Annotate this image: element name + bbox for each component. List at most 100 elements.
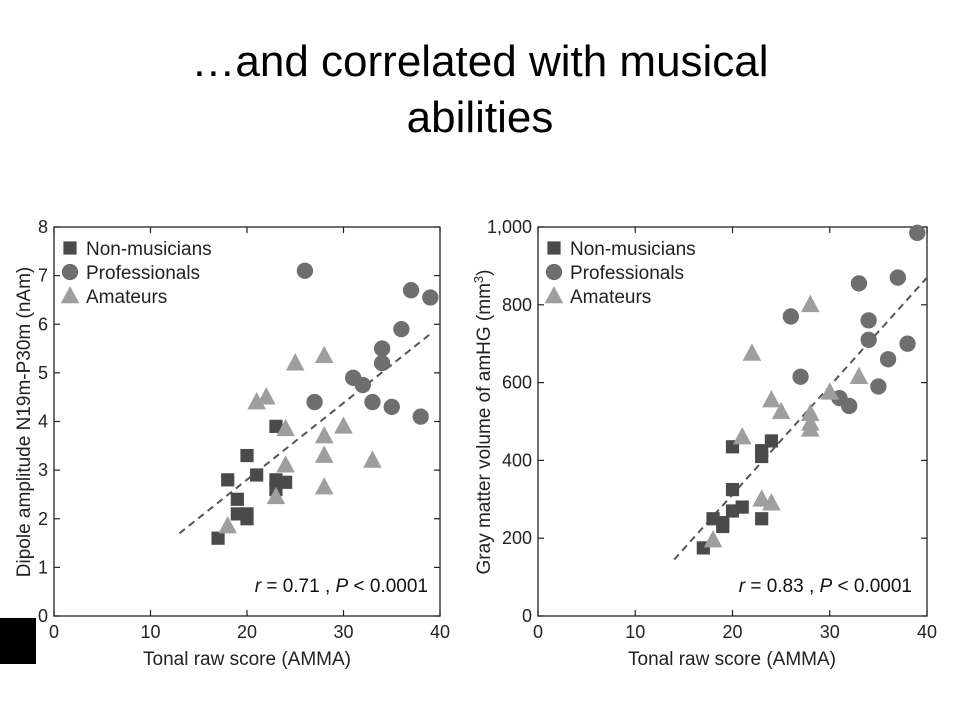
legend-marker-professionals bbox=[545, 263, 563, 281]
data-point-amateurs bbox=[334, 416, 353, 434]
data-point-amateurs bbox=[363, 450, 382, 468]
data-point-professionals bbox=[792, 368, 809, 385]
x-tick-label: 10 bbox=[625, 622, 645, 642]
data-point-non-musicians bbox=[230, 492, 244, 506]
data-point-amateurs bbox=[820, 382, 840, 400]
data-point-non-musicians bbox=[764, 434, 778, 448]
data-point-professionals bbox=[841, 397, 858, 415]
y-axis-label-sup: 3 bbox=[471, 276, 486, 283]
data-point-professionals bbox=[879, 351, 897, 368]
data-point-amateurs bbox=[314, 477, 334, 495]
data-points bbox=[673, 224, 928, 561]
legend-label-professionals: Professionals bbox=[86, 263, 200, 284]
legend-marker-non-musicians bbox=[63, 241, 77, 255]
slide-title: …and correlated with musical abilities bbox=[0, 34, 960, 146]
data-point-amateurs bbox=[285, 353, 305, 371]
data-point-professionals bbox=[909, 224, 926, 241]
data-point-non-musicians bbox=[725, 482, 740, 497]
legend: Non-musicians Professionals Amateurs bbox=[544, 239, 696, 308]
data-point-amateurs bbox=[276, 455, 295, 473]
data-points bbox=[178, 262, 439, 545]
y-tick-label: 4 bbox=[38, 412, 48, 432]
legend-marker-amateurs bbox=[544, 285, 564, 304]
legend-label-non-musicians: Non-musicians bbox=[570, 239, 696, 260]
data-point-amateurs bbox=[801, 294, 820, 313]
y-tick-label: 2 bbox=[38, 509, 48, 529]
data-point-professionals bbox=[860, 312, 877, 329]
y-axis-label: Dipole amplitude N19m-P30m (nAm) bbox=[14, 267, 35, 577]
plot-frame bbox=[53, 226, 441, 617]
legend-label-professionals: Professionals bbox=[570, 263, 684, 284]
y-tick-label: 5 bbox=[38, 363, 48, 383]
data-point-professionals bbox=[412, 408, 429, 425]
data-point-amateurs bbox=[703, 530, 723, 548]
data-point-professionals bbox=[889, 269, 906, 286]
tick-marks bbox=[537, 226, 928, 617]
x-tick-label: 30 bbox=[333, 622, 353, 642]
dipole-amplitude-chart: 0 10 20 30 40 0 1 2 3 4 5 6 7 8 Non-musicians Professi… bbox=[14, 217, 450, 670]
x-axis-label: Tonal raw score (AMMA) bbox=[628, 649, 836, 670]
data-point-professionals bbox=[306, 393, 323, 411]
y-tick-label: 7 bbox=[38, 266, 48, 286]
data-point-non-musicians bbox=[716, 519, 730, 534]
y-tick-label: 0 bbox=[38, 606, 48, 626]
y-tick-label: 0 bbox=[522, 606, 532, 626]
y-tick-label: 800 bbox=[502, 295, 532, 315]
stat-p-value: 0.0001 bbox=[854, 576, 912, 597]
y-tick-label: 1 bbox=[38, 557, 48, 577]
y-tick-label: 400 bbox=[502, 450, 532, 470]
data-point-amateurs bbox=[247, 392, 266, 410]
data-point-professionals bbox=[870, 378, 887, 395]
data-point-amateurs bbox=[801, 403, 820, 422]
data-point-non-musicians bbox=[269, 419, 283, 433]
data-point-professionals bbox=[373, 340, 391, 357]
data-point-professionals bbox=[393, 320, 410, 338]
data-point-professionals bbox=[850, 275, 868, 292]
data-point-amateurs bbox=[849, 366, 869, 385]
data-point-amateurs bbox=[762, 493, 781, 511]
data-point-amateurs bbox=[314, 445, 334, 463]
data-point-non-musicians bbox=[250, 468, 264, 482]
data-point-amateurs bbox=[314, 345, 334, 364]
x-tick-label: 40 bbox=[430, 622, 450, 642]
y-tick-label: 200 bbox=[502, 528, 532, 548]
data-point-amateurs bbox=[257, 387, 276, 405]
x-tick-label: 20 bbox=[237, 622, 257, 642]
data-point-non-musicians bbox=[240, 507, 254, 521]
data-point-professionals bbox=[383, 398, 400, 416]
data-point-professionals bbox=[860, 331, 877, 348]
data-point-non-musicians bbox=[755, 512, 769, 526]
x-tick-label: 20 bbox=[722, 622, 742, 642]
data-point-amateurs bbox=[742, 343, 762, 361]
data-point-amateurs bbox=[801, 413, 820, 431]
data-point-non-musicians bbox=[279, 475, 293, 489]
tick-labels: 0 10 20 30 40 0 1 2 3 4 5 6 7 8 bbox=[38, 217, 450, 642]
y-tick-label: 600 bbox=[502, 373, 532, 393]
corner-block bbox=[0, 618, 36, 664]
legend-label-non-musicians: Non-musicians bbox=[86, 239, 212, 260]
x-tick-label: 0 bbox=[533, 622, 543, 642]
legend-marker-non-musicians bbox=[547, 241, 561, 255]
data-point-non-musicians bbox=[240, 448, 254, 463]
legend-label-amateurs: Amateurs bbox=[86, 287, 167, 308]
x-tick-label: 0 bbox=[49, 622, 59, 642]
data-point-amateurs bbox=[752, 489, 771, 507]
x-axis-label: Tonal raw score (AMMA) bbox=[143, 649, 351, 670]
y-tick-label: 1,000 bbox=[487, 217, 532, 237]
data-point-professionals bbox=[296, 262, 314, 279]
data-point-amateurs bbox=[771, 401, 791, 420]
data-point-non-musicians bbox=[211, 531, 225, 545]
x-tick-label: 40 bbox=[917, 622, 937, 642]
data-point-professionals bbox=[782, 308, 800, 325]
legend-marker-amateurs bbox=[60, 285, 80, 304]
y-tick-label: 8 bbox=[38, 217, 48, 237]
data-point-amateurs bbox=[762, 390, 781, 408]
y-axis-label-main: Gray matter volume of amHG (mm bbox=[474, 283, 495, 574]
x-tick-label: 30 bbox=[820, 622, 840, 642]
legend-label-amateurs: Amateurs bbox=[570, 287, 651, 308]
stat-annotation: r = 0.83 , P < 0.0001 bbox=[739, 576, 912, 597]
data-point-amateurs bbox=[276, 418, 295, 437]
stat-p-value: 0.0001 bbox=[370, 576, 428, 597]
